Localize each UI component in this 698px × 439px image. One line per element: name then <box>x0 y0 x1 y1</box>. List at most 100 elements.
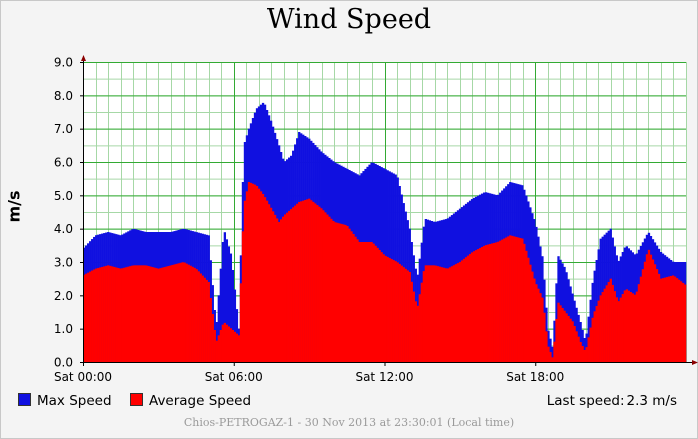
average-speed-bar <box>294 205 297 362</box>
average-speed-bar <box>414 301 417 362</box>
average-speed-bar <box>408 272 411 362</box>
average-speed-bar <box>97 268 100 362</box>
average-speed-bar <box>422 271 425 362</box>
average-speed-bar <box>517 237 520 362</box>
average-speed-bar <box>519 238 522 362</box>
y-tick-label: 0.0 <box>54 356 73 370</box>
average-speed-bar <box>203 277 206 362</box>
max-speed-bar <box>231 270 235 362</box>
average-speed-bar <box>161 267 164 362</box>
average-speed-bar <box>213 330 216 362</box>
average-speed-bar <box>386 256 389 362</box>
average-speed-bar <box>665 277 669 362</box>
max-speed-swatch <box>18 393 31 406</box>
average-speed-bar <box>571 321 574 362</box>
average-speed-bar <box>487 244 490 362</box>
average-speed-bar <box>107 265 110 362</box>
max-speed-bar <box>229 253 233 362</box>
average-speed-bar <box>111 266 114 362</box>
average-speed-bar <box>402 267 405 362</box>
average-speed-bar <box>103 266 106 362</box>
average-speed-bar <box>503 238 506 362</box>
average-speed-bar <box>553 341 556 362</box>
average-speed-series <box>83 182 687 362</box>
average-speed-bar <box>187 264 190 362</box>
average-speed-bar <box>527 257 530 362</box>
average-speed-bar <box>617 301 620 362</box>
average-speed-bar <box>235 333 239 362</box>
average-speed-bar <box>390 259 393 362</box>
average-speed-bar <box>189 265 192 362</box>
y-axis-arrow <box>81 55 86 61</box>
average-speed-bar <box>595 306 598 362</box>
average-speed-bar <box>350 231 353 362</box>
average-speed-bar <box>245 191 249 362</box>
average-speed-bar <box>217 335 220 362</box>
average-speed-bar <box>581 346 584 362</box>
average-speed-bar <box>169 265 172 362</box>
average-speed-bar <box>227 326 231 362</box>
average-speed-bar <box>470 252 474 362</box>
average-speed-bar <box>163 267 166 362</box>
max-speed-bar <box>217 295 220 362</box>
average-speed-bar <box>675 278 679 362</box>
average-speed-bar <box>263 197 267 362</box>
average-speed-bar <box>346 226 349 362</box>
y-tick-labels: 0.0 1.0 2.0 3.0 4.0 5.0 6.0 7.0 8.0 9.0 <box>54 56 73 370</box>
average-speed-bar <box>318 206 321 362</box>
y-tick-label: 9.0 <box>54 56 73 70</box>
average-speed-bar <box>440 267 444 362</box>
average-speed-bar <box>135 265 138 362</box>
average-speed-bar <box>539 293 542 362</box>
average-speed-bar <box>601 292 604 362</box>
average-speed-bar <box>655 269 659 362</box>
average-speed-bar <box>609 278 612 362</box>
average-speed-bar <box>625 289 629 362</box>
average-speed-bar <box>404 268 407 362</box>
average-speed-bar <box>247 182 251 362</box>
average-speed-bar <box>603 288 606 362</box>
average-speed-bar <box>249 182 253 362</box>
average-speed-bar <box>398 264 401 362</box>
average-speed-bar <box>211 314 214 362</box>
legend-max-label: Max Speed <box>37 393 112 409</box>
average-speed-bar <box>505 237 508 362</box>
average-speed-bar <box>569 318 572 362</box>
average-speed-bar <box>466 255 470 362</box>
average-speed-bar <box>681 282 685 362</box>
average-speed-bar <box>515 236 518 362</box>
average-speed-bar <box>364 242 367 362</box>
average-speed-bar <box>521 238 524 362</box>
average-speed-bar <box>231 330 235 362</box>
average-speed-bar <box>115 267 118 362</box>
average-speed-bar <box>153 267 156 362</box>
average-speed-bar <box>567 316 570 362</box>
average-speed-bar <box>193 267 196 362</box>
average-speed-bar <box>589 327 592 362</box>
average-speed-bar <box>316 205 319 362</box>
average-speed-bar <box>623 290 626 362</box>
average-speed-bar <box>342 224 345 362</box>
average-speed-bar <box>251 183 255 362</box>
average-speed-bar <box>683 284 687 362</box>
average-speed-bar <box>302 200 305 362</box>
average-speed-bar <box>543 312 546 362</box>
max-speed-bar <box>223 232 227 362</box>
average-speed-bar <box>649 254 653 362</box>
average-speed-bar <box>472 251 476 362</box>
average-speed-bar <box>430 265 434 362</box>
average-speed-bar <box>489 244 492 362</box>
average-speed-bar <box>267 204 271 362</box>
y-tick-label: 1.0 <box>54 322 73 336</box>
average-speed-bar <box>109 265 112 362</box>
average-speed-bar <box>89 271 92 362</box>
average-speed-bar <box>448 267 452 362</box>
average-speed-bar <box>155 268 158 362</box>
average-speed-bar <box>255 186 259 362</box>
x-tick-labels: Sat 00:00 Sat 06:00 Sat 12:00 Sat 18:00 <box>54 370 564 384</box>
average-speed-bar <box>480 246 484 362</box>
average-speed-bar <box>147 266 150 362</box>
average-speed-bar <box>653 264 657 362</box>
average-speed-bar <box>340 223 343 362</box>
average-speed-bar <box>167 266 170 362</box>
